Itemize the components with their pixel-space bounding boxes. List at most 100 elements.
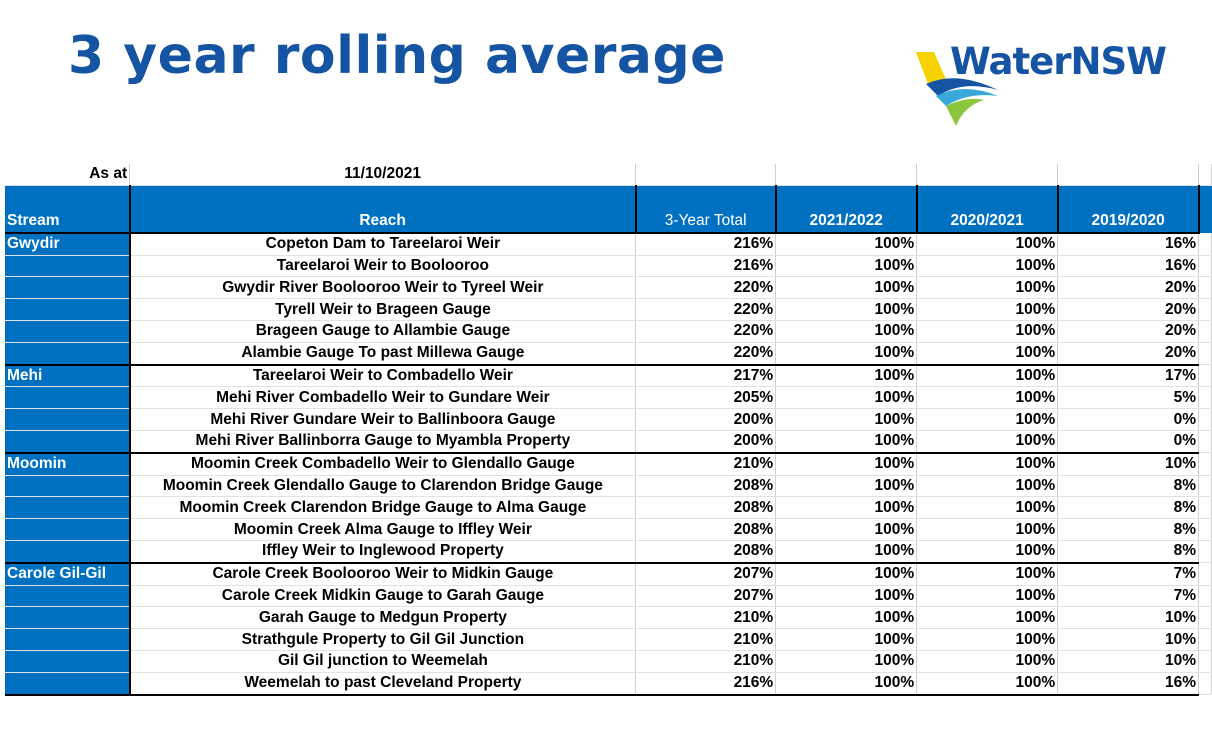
total-cell: 210% (635, 452, 777, 476)
header-2020-2021: 2020/2021 (916, 185, 1059, 234)
year-2019-2020-cell: 7% (1057, 585, 1200, 608)
year-2021-2022-cell: 100% (775, 628, 918, 651)
table-row: Mehi River Ballinborra Gauge to Myambla … (5, 430, 1212, 454)
year-2019-2020-cell: 20% (1057, 320, 1200, 343)
table-row: Weemelah to past Cleveland Property 216% 1… (5, 672, 1212, 696)
year-2019-2020-cell: 0% (1057, 408, 1200, 431)
reach-cell: Carole Creek Midkin Gauge to Garah Gauge (128, 585, 637, 608)
reach-cell: Moomin Creek Alma Gauge to Iffley Weir (128, 518, 637, 541)
year-2019-2020-cell: 10% (1057, 452, 1200, 476)
stream-cell (5, 276, 131, 300)
year-2020-2021-cell: 100% (916, 650, 1059, 673)
year-2021-2022-cell: 100% (775, 430, 918, 454)
stream-cell (5, 518, 131, 541)
table-row: Brageen Gauge to Allambie Gauge 220% 100% 1… (5, 320, 1212, 343)
table-row: Moomin Moomin Creek Combadello Weir to Gl… (5, 452, 1212, 476)
stream-cell (5, 496, 131, 520)
year-2020-2021-cell: 100% (916, 320, 1059, 343)
total-cell: 216% (635, 255, 777, 278)
total-cell: 220% (635, 298, 777, 321)
year-2020-2021-cell: 100% (916, 452, 1059, 476)
stream-cell: Gwydir (5, 232, 131, 256)
table-row: Gil Gil junction to Weemelah 210% 100% 100%… (5, 650, 1212, 673)
stream-cell (5, 475, 131, 498)
row-edge (1198, 562, 1212, 586)
empty-cell (635, 164, 777, 186)
row-edge (1198, 518, 1212, 541)
year-2021-2022-cell: 100% (775, 518, 918, 541)
table-row: Moomin Creek Alma Gauge to Iffley Weir 20… (5, 518, 1212, 541)
stream-cell (5, 342, 131, 366)
year-2019-2020-cell: 20% (1057, 276, 1200, 300)
year-2020-2021-cell: 100% (916, 364, 1059, 388)
year-2021-2022-cell: 100% (775, 672, 918, 696)
row-edge (1198, 320, 1212, 343)
stream-cell (5, 320, 131, 343)
stream-cell (5, 430, 131, 454)
header-stream: Stream (5, 185, 130, 234)
table-row: Moomin Creek Clarendon Bridge Gauge to A… (5, 496, 1212, 520)
year-2020-2021-cell: 100% (916, 386, 1059, 410)
total-cell: 207% (635, 585, 777, 608)
reach-cell: Tareelaroi Weir to Boolooroo (128, 255, 637, 278)
year-2020-2021-cell: 100% (916, 255, 1059, 278)
year-2019-2020-cell: 20% (1057, 298, 1200, 321)
year-2021-2022-cell: 100% (775, 452, 918, 476)
year-2021-2022-cell: 100% (775, 606, 918, 630)
total-cell: 217% (635, 364, 777, 388)
year-2021-2022-cell: 100% (775, 475, 918, 498)
table-row: Carole Creek Midkin Gauge to Garah Gauge… (5, 585, 1212, 608)
year-2019-2020-cell: 16% (1057, 255, 1200, 278)
year-2019-2020-cell: 20% (1057, 342, 1200, 366)
header-edge (1198, 185, 1212, 233)
table-row: Tareelaroi Weir to Boolooroo 216% 100% 100%… (5, 255, 1212, 278)
total-cell: 220% (635, 342, 777, 366)
row-edge (1198, 255, 1212, 278)
as-at-label: As at (5, 164, 131, 186)
row-edge (1198, 276, 1212, 300)
table-row: Mehi Tareelaroi Weir to Combadello Weir 21… (5, 364, 1212, 388)
row-edge (1198, 232, 1212, 256)
year-2019-2020-cell: 10% (1057, 650, 1200, 673)
row-edge (1198, 475, 1212, 498)
year-2021-2022-cell: 100% (775, 650, 918, 673)
year-2021-2022-cell: 100% (775, 255, 918, 278)
year-2021-2022-cell: 100% (775, 276, 918, 300)
reach-cell: Gil Gil junction to Weemelah (128, 650, 637, 673)
table-row: Moomin Creek Glendallo Gauge to Clarendo… (5, 475, 1212, 498)
row-edge (1198, 585, 1212, 608)
row-edge (1198, 342, 1212, 366)
total-cell: 208% (635, 518, 777, 541)
year-2020-2021-cell: 100% (916, 585, 1059, 608)
reach-cell: Iffley Weir to Inglewood Property (128, 540, 637, 564)
row-edge (1198, 540, 1212, 564)
year-2020-2021-cell: 100% (916, 298, 1059, 321)
reach-cell: Moomin Creek Clarendon Bridge Gauge to A… (128, 496, 637, 520)
stream-cell (5, 255, 131, 278)
year-2020-2021-cell: 100% (916, 496, 1059, 520)
year-2019-2020-cell: 8% (1057, 475, 1200, 498)
row-edge (1198, 364, 1212, 388)
table-row: Carole Gil-Gil Carole Creek Boolooroo Wei… (5, 562, 1212, 586)
year-2021-2022-cell: 100% (775, 298, 918, 321)
stream-cell (5, 540, 131, 564)
stream-cell (5, 628, 131, 651)
table-row: Mehi River Gundare Weir to Ballinboora G… (5, 408, 1212, 431)
reach-cell: Alambie Gauge To past Millewa Gauge (128, 342, 637, 366)
stream-cell (5, 606, 131, 630)
year-2021-2022-cell: 100% (775, 386, 918, 410)
total-cell: 210% (635, 650, 777, 673)
year-2021-2022-cell: 100% (775, 364, 918, 388)
year-2020-2021-cell: 100% (916, 232, 1059, 256)
total-cell: 205% (635, 386, 777, 410)
year-2019-2020-cell: 8% (1057, 496, 1200, 520)
year-2021-2022-cell: 100% (775, 562, 918, 586)
year-2019-2020-cell: 8% (1057, 518, 1200, 541)
row-edge (1198, 298, 1212, 321)
year-2021-2022-cell: 100% (775, 320, 918, 343)
year-2020-2021-cell: 100% (916, 672, 1059, 696)
total-cell: 216% (635, 232, 777, 256)
header-row: Stream Reach 3-Year Total 2021/2022 2020… (5, 185, 1212, 234)
row-edge (1198, 408, 1212, 431)
year-2020-2021-cell: 100% (916, 276, 1059, 300)
